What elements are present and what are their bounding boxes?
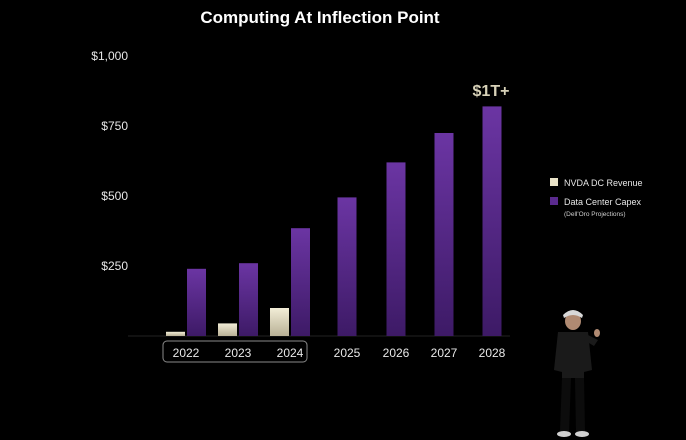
y-tick-label: $250 [101,259,128,273]
x-tick-label: 2026 [383,346,410,360]
x-tick-label: 2025 [334,346,361,360]
bars-group [128,106,510,337]
legend-note-capex: (Dell'Oro Projections) [564,211,626,218]
y-tick-label: $750 [101,119,128,133]
y-tick-label: $1,000 [91,49,128,63]
x-tick-label: 2022 [173,346,200,360]
x-tick-label: 2023 [225,346,252,360]
x-tick-label: 2024 [277,346,304,360]
bar-revenue-2023 [218,323,237,336]
bar-capex-2027 [434,133,454,336]
legend-swatch-revenue [550,178,558,186]
bar-capex-2024 [291,228,310,336]
y-axis: $250 $500 $750 $1,000 [91,49,128,273]
bar-capex-2023 [239,263,258,336]
bar-revenue-2024 [270,308,289,336]
x-tick-label: 2027 [431,346,458,360]
legend-label-capex: Data Center Capex [564,197,642,207]
legend-label-revenue: NVDA DC Revenue [564,178,643,188]
speaker-figure [554,310,600,437]
bar-capex-2022 [187,268,206,336]
annotation-1t: $1T+ [473,83,510,100]
bar-capex-2025 [337,197,357,336]
legend: NVDA DC Revenue Data Center Capex (Dell'… [550,178,643,218]
x-axis: 2022 2023 2024 2025 2026 2027 2028 [173,346,506,360]
chart-title: Computing At Inflection Point [200,8,440,27]
y-tick-label: $500 [101,189,128,203]
highlight-box [162,340,308,363]
bar-capex-2026 [386,162,406,336]
bar-capex-2028 [482,106,502,337]
bar-revenue-2022 [166,331,185,336]
legend-swatch-capex [550,197,558,205]
x-tick-label: 2028 [479,346,506,360]
